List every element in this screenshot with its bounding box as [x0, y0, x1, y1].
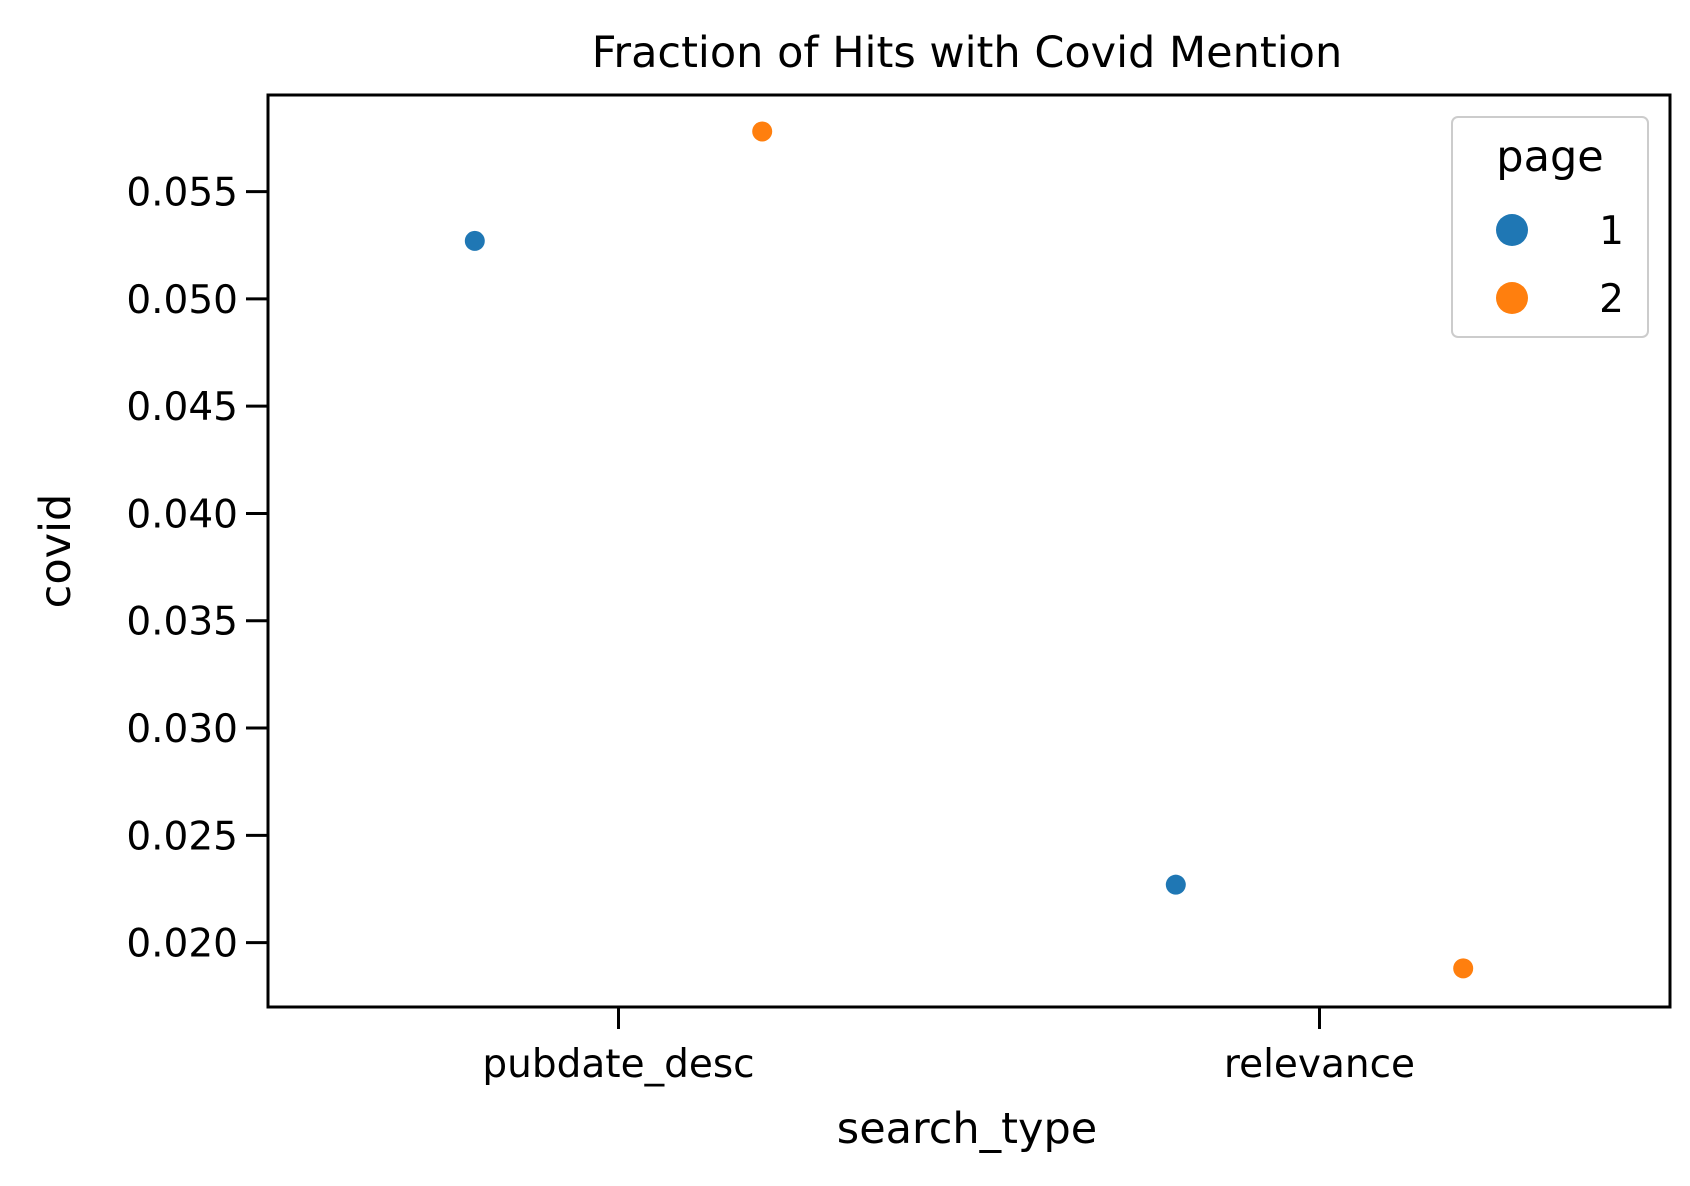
y-tick-label: 0.020	[126, 922, 238, 967]
legend-marker-2	[1496, 282, 1528, 314]
y-tick-label: 0.045	[126, 385, 238, 430]
y-tick-label: 0.025	[126, 814, 238, 859]
legend-entries: 12	[1496, 209, 1624, 322]
legend-marker-1	[1496, 214, 1528, 246]
legend-label-2: 2	[1599, 277, 1624, 322]
x-tick-label: relevance	[1224, 1042, 1415, 1087]
y-tick-label: 0.030	[126, 707, 238, 752]
plot-frame	[266, 93, 1672, 1009]
data-point-page-2-pubdate_desc	[752, 121, 773, 142]
y-tick-label: 0.040	[126, 492, 238, 537]
legend: page 12	[1451, 116, 1649, 338]
y-tick-label: 0.055	[126, 171, 238, 216]
legend-label-1: 1	[1599, 209, 1624, 254]
data-point-page-1-pubdate_desc	[464, 230, 485, 251]
legend-title: page	[1496, 132, 1603, 182]
y-axis-label: covid	[31, 494, 81, 609]
chart-title: Fraction of Hits with Covid Mention	[592, 28, 1342, 78]
x-axis-label: search_type	[837, 1104, 1097, 1154]
y-tick-label: 0.050	[126, 278, 238, 323]
x-axis-ticks: pubdate_desc relevance	[482, 1007, 1415, 1087]
legend-frame	[1451, 116, 1649, 338]
data-point-page-2-relevance	[1453, 958, 1474, 979]
x-tick-label: pubdate_desc	[482, 1042, 754, 1087]
data-points	[464, 121, 1474, 979]
y-tick-label: 0.035	[126, 600, 238, 645]
data-point-page-1-relevance	[1165, 874, 1186, 895]
y-axis-ticks: 0.020 0.025 0.030 0.035 0.040 0.045 0.050 0.055	[126, 171, 268, 967]
